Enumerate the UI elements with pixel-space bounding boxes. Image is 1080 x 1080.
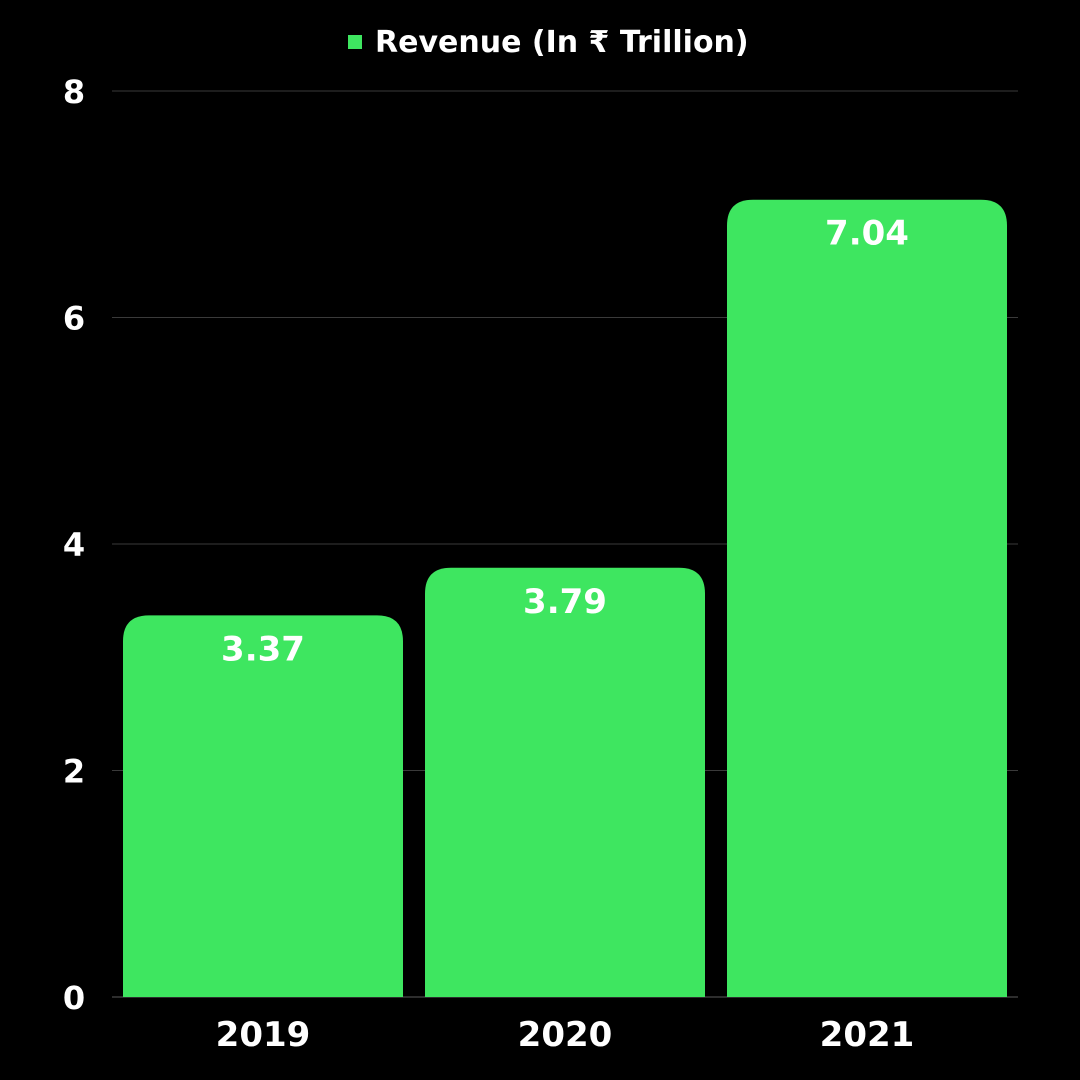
y-axis: 0 2 4 6 8	[63, 73, 85, 1017]
x-tick-label-2021: 2021	[820, 1015, 915, 1055]
bars	[123, 199, 1007, 998]
bar-2019	[123, 615, 403, 997]
data-label-2021: 7.04	[825, 214, 909, 254]
x-tick-label-2020: 2020	[518, 1015, 613, 1055]
y-tick-label: 2	[63, 753, 85, 791]
y-tick-label: 4	[63, 526, 85, 564]
y-tick-label: 6	[63, 300, 85, 338]
y-tick-label: 0	[63, 979, 85, 1017]
bar-2020	[425, 567, 705, 997]
x-axis: 2019 2020 2021	[216, 1015, 915, 1055]
data-label-2019: 3.37	[221, 629, 305, 669]
bar-2021	[727, 199, 1007, 998]
x-tick-label-2019: 2019	[216, 1015, 311, 1055]
legend-swatch	[348, 35, 362, 49]
data-labels: 3.37 3.79 7.04	[221, 214, 909, 670]
legend-label: Revenue (In ₹ Trillion)	[375, 25, 749, 60]
data-label-2020: 3.79	[523, 582, 607, 622]
legend: Revenue (In ₹ Trillion)	[348, 25, 749, 60]
y-tick-label: 8	[63, 73, 85, 111]
